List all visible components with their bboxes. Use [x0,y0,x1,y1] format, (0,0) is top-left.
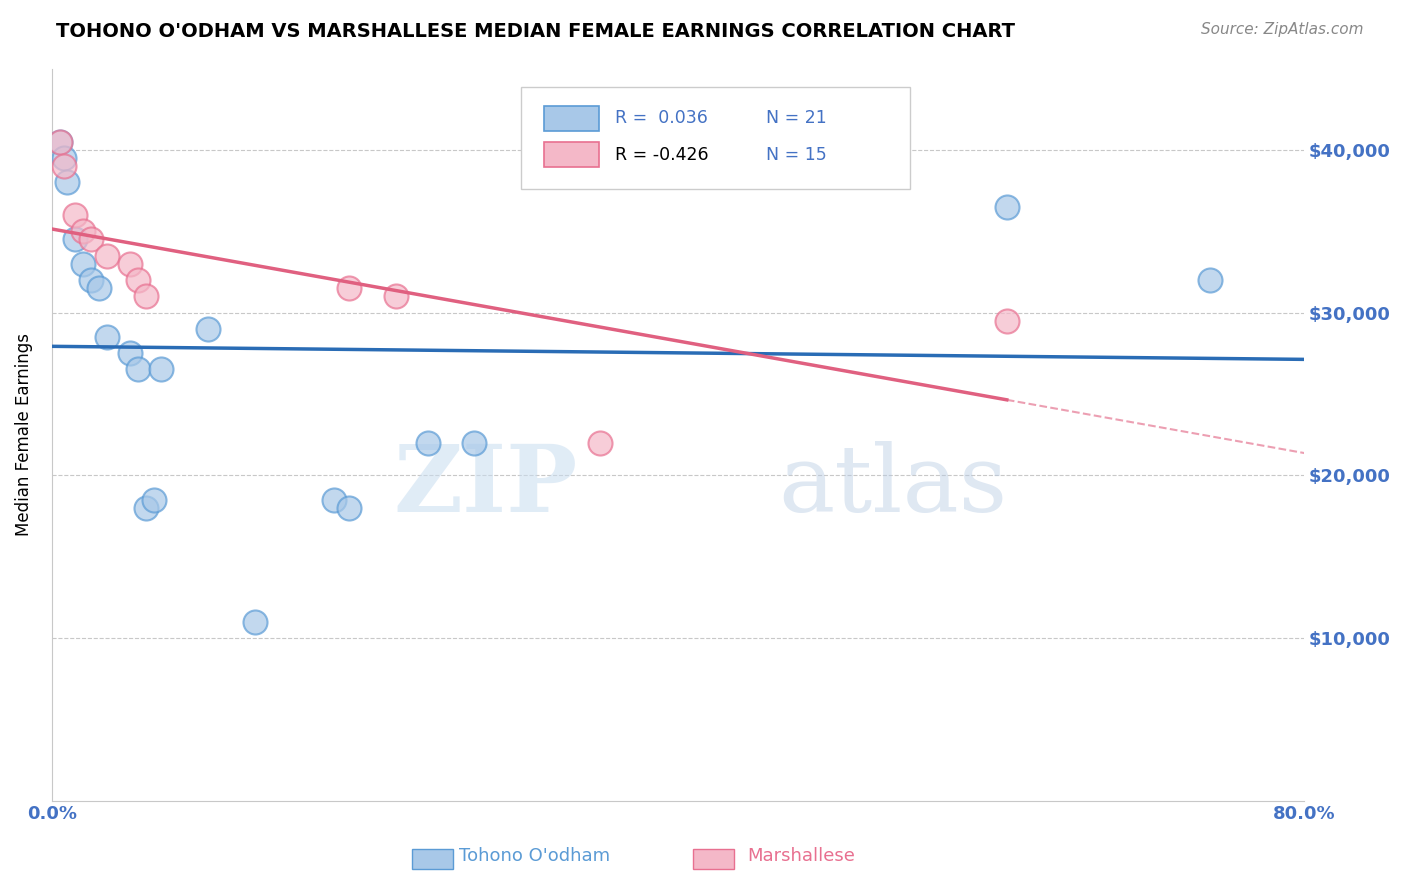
Point [416,435,439,450]
Point [385,289,408,303]
Point [56,175,79,189]
FancyBboxPatch shape [544,106,599,131]
Point [48,135,70,149]
Point [48,135,70,149]
Point [1199,273,1222,287]
Point [80,232,103,246]
Point [87,281,110,295]
Text: ZIP: ZIP [394,441,578,531]
Point [995,314,1018,328]
FancyBboxPatch shape [544,143,599,168]
Point [135,289,157,303]
Point [142,492,165,507]
Text: Marshallese: Marshallese [748,847,855,865]
Text: TOHONO O'ODHAM VS MARSHALLESE MEDIAN FEMALE EARNINGS CORRELATION CHART: TOHONO O'ODHAM VS MARSHALLESE MEDIAN FEM… [56,22,1015,41]
Text: atlas: atlas [778,441,1008,531]
Point [118,346,141,360]
Text: Tohono O'odham: Tohono O'odham [458,847,610,865]
Text: N = 15: N = 15 [766,146,827,164]
Text: R = -0.426: R = -0.426 [616,146,709,164]
Point [118,257,141,271]
Text: R =  0.036: R = 0.036 [616,110,709,128]
Point [245,615,267,629]
Point [127,362,149,376]
Point [197,322,219,336]
Point [53,151,76,165]
Y-axis label: Median Female Earnings: Median Female Earnings [15,333,32,536]
Point [150,362,173,376]
Point [127,273,149,287]
Point [96,330,118,344]
Point [589,435,612,450]
Point [322,492,344,507]
Text: Source: ZipAtlas.com: Source: ZipAtlas.com [1201,22,1364,37]
Point [65,232,87,246]
Point [72,257,94,271]
Point [80,273,103,287]
Point [53,159,76,173]
Point [72,224,94,238]
Point [135,500,157,515]
Point [96,249,118,263]
Point [463,435,485,450]
Point [995,200,1018,214]
Point [337,281,360,295]
Point [65,208,87,222]
Text: N = 21: N = 21 [766,110,827,128]
Point [337,500,360,515]
FancyBboxPatch shape [522,87,910,189]
